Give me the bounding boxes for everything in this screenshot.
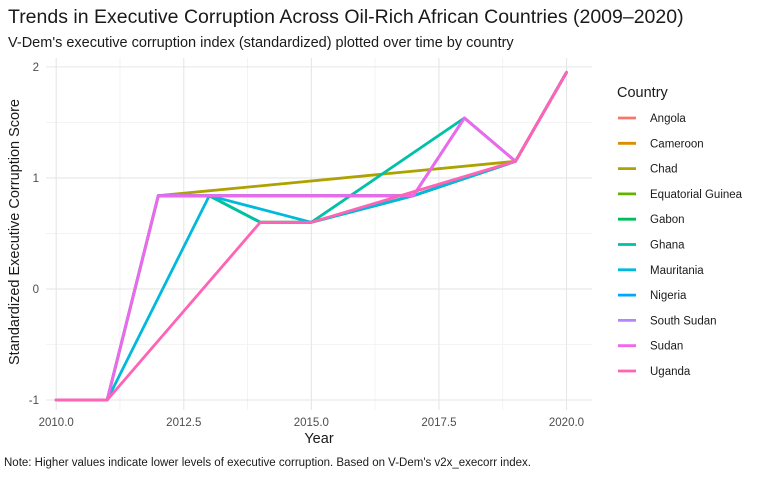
- legend-item: Uganda: [618, 366, 691, 378]
- legend-label: Gabon: [650, 214, 685, 226]
- series-line-uganda: [54, 71, 568, 402]
- chart-subtitle: V-Dem's executive corruption index (stan…: [8, 35, 514, 51]
- x-tick-label: 2010.0: [39, 417, 74, 429]
- x-axis-ticks: 2010.0 2012.5 2015.0 2017.5 2020.0: [39, 417, 584, 429]
- legend-title: Country: [617, 85, 669, 101]
- legend-label: Mauritania: [650, 265, 704, 277]
- legend-item: Angola: [618, 113, 686, 125]
- y-tick-label: 2: [33, 62, 39, 74]
- legend-item: Cameroon: [618, 138, 704, 150]
- legend-label: Chad: [650, 164, 678, 176]
- legend-label: Sudan: [650, 341, 683, 353]
- x-tick-label: 2020.0: [549, 417, 584, 429]
- y-tick-label: 0: [33, 284, 39, 296]
- legend-item: Ghana: [618, 240, 685, 252]
- legend-item: Equatorial Guinea: [618, 189, 743, 201]
- legend: Angola Cameroon Chad Equatorial Guinea Gabon…: [618, 113, 743, 378]
- legend-item: South Sudan: [618, 315, 717, 327]
- y-axis-label: Standardized Executive Corruption Score: [7, 99, 23, 365]
- legend-item: Sudan: [618, 341, 683, 353]
- legend-item: Nigeria: [618, 290, 687, 302]
- legend-label: South Sudan: [650, 315, 717, 327]
- legend-item: Mauritania: [618, 265, 704, 277]
- chart-title: Trends in Executive Corruption Across Oi…: [8, 6, 684, 28]
- legend-label: Ghana: [650, 240, 685, 252]
- legend-item: Chad: [618, 164, 678, 176]
- legend-label: Nigeria: [650, 290, 687, 302]
- chart-caption: Note: Higher values indicate lower level…: [4, 457, 531, 469]
- legend-item: Gabon: [618, 214, 685, 226]
- x-tick-label: 2015.0: [294, 417, 329, 429]
- series-lines: [54, 71, 568, 402]
- legend-label: Cameroon: [650, 138, 704, 150]
- y-axis-ticks: -1 0 1 2: [29, 62, 39, 407]
- x-tick-label: 2012.5: [166, 417, 201, 429]
- y-tick-label: 1: [33, 173, 39, 185]
- series-line-sudan: [54, 71, 568, 402]
- x-axis-label: Year: [304, 431, 333, 447]
- grid: [46, 58, 592, 410]
- legend-label: Angola: [650, 113, 686, 125]
- x-tick-label: 2017.5: [421, 417, 456, 429]
- legend-label: Equatorial Guinea: [650, 189, 743, 201]
- legend-label: Uganda: [650, 366, 691, 378]
- y-tick-label: -1: [29, 395, 39, 407]
